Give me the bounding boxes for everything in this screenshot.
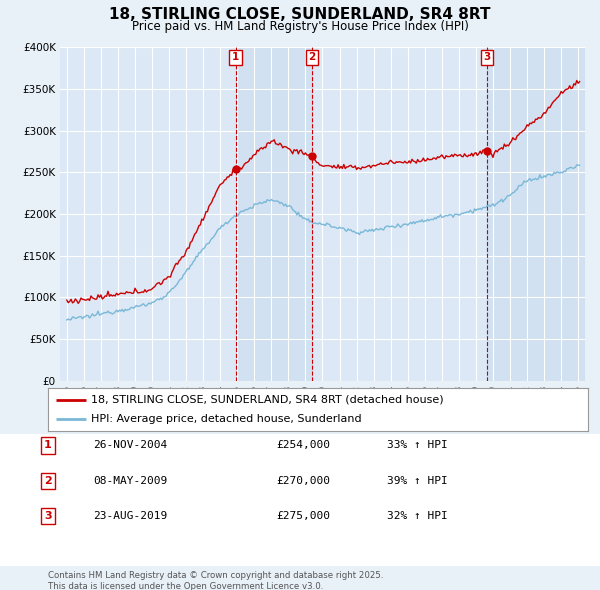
Text: Price paid vs. HM Land Registry's House Price Index (HPI): Price paid vs. HM Land Registry's House …: [131, 20, 469, 33]
Bar: [236, 47, 312, 381]
Text: 1: 1: [44, 441, 52, 450]
Text: 2: 2: [44, 476, 52, 486]
Text: 08-MAY-2009: 08-MAY-2009: [93, 476, 167, 486]
Text: 23-AUG-2019: 23-AUG-2019: [93, 512, 167, 521]
Text: 1: 1: [232, 52, 239, 62]
Text: 32% ↑ HPI: 32% ↑ HPI: [387, 512, 448, 521]
Text: 3: 3: [484, 52, 491, 62]
Text: HPI: Average price, detached house, Sunderland: HPI: Average price, detached house, Sund…: [91, 414, 362, 424]
Text: £270,000: £270,000: [276, 476, 330, 486]
Text: Contains HM Land Registry data © Crown copyright and database right 2025.
This d: Contains HM Land Registry data © Crown c…: [48, 571, 383, 590]
Text: 18, STIRLING CLOSE, SUNDERLAND, SR4 8RT: 18, STIRLING CLOSE, SUNDERLAND, SR4 8RT: [109, 7, 491, 22]
Text: 33% ↑ HPI: 33% ↑ HPI: [387, 441, 448, 450]
Bar: [487, 47, 585, 381]
Text: 26-NOV-2004: 26-NOV-2004: [93, 441, 167, 450]
Text: £254,000: £254,000: [276, 441, 330, 450]
Text: £275,000: £275,000: [276, 512, 330, 521]
Text: 2: 2: [308, 52, 316, 62]
Text: 18, STIRLING CLOSE, SUNDERLAND, SR4 8RT (detached house): 18, STIRLING CLOSE, SUNDERLAND, SR4 8RT …: [91, 395, 444, 405]
Text: 3: 3: [44, 512, 52, 521]
Text: 39% ↑ HPI: 39% ↑ HPI: [387, 476, 448, 486]
